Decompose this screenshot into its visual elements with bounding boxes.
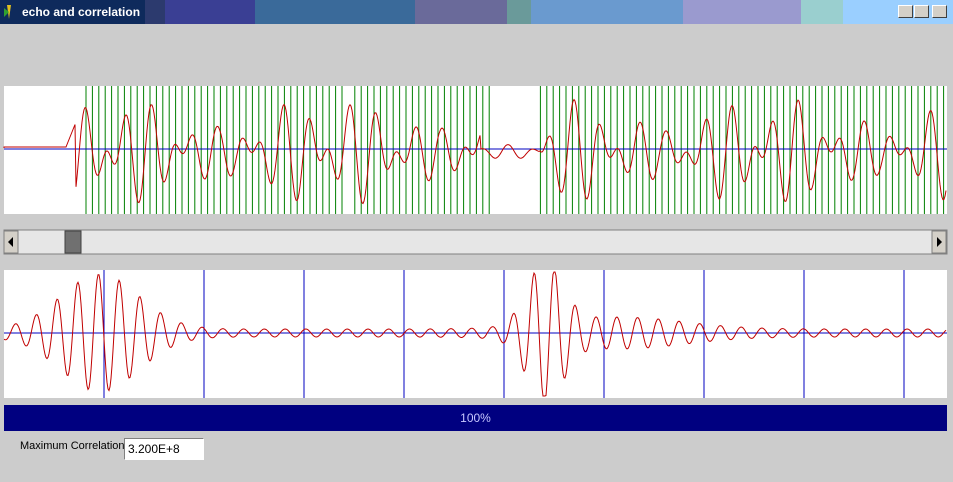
signal-traces — [3, 86, 947, 214]
red-trace — [3, 98, 947, 205]
window-title: echo and correlation — [22, 5, 141, 19]
maximize-button[interactable] — [914, 5, 929, 18]
correlation-plot — [4, 270, 947, 398]
field-input[interactable]: 3.200E+8 — [124, 438, 204, 460]
close-button[interactable] — [932, 5, 947, 18]
minimize-button[interactable] — [898, 5, 913, 18]
correlation-traces — [3, 270, 947, 398]
scroll-thumb[interactable] — [64, 230, 82, 254]
progress-bar: 100% — [4, 405, 947, 431]
title-bar — [0, 0, 953, 24]
field-label: Maximum Correlation — [20, 440, 125, 452]
red-trace — [3, 271, 947, 397]
app-icon — [4, 5, 11, 19]
green-trace — [85, 86, 945, 214]
scrollbar[interactable] — [3, 229, 948, 255]
